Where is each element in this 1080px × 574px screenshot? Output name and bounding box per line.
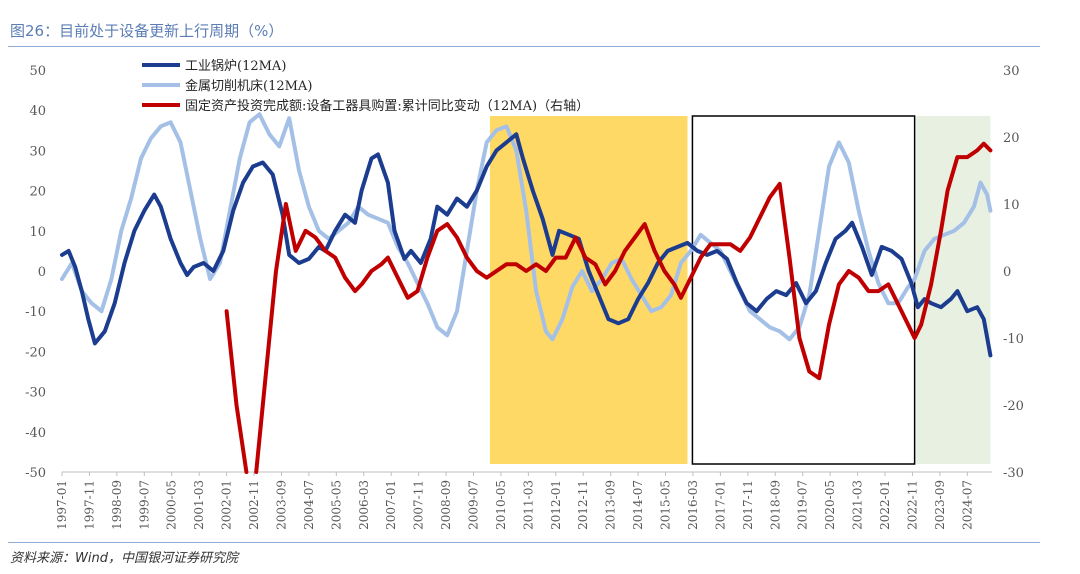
- x-tick-label: 2016-03: [686, 480, 700, 530]
- axes: 50 40 30 20 10 0 -10 -20 -30 -40 -50 30 20 10 0 -10 -20 -…: [25, 64, 1024, 530]
- x-tick-label: 2018-09: [768, 480, 782, 530]
- y-right-tick-label: -10: [1003, 332, 1024, 347]
- y-right-tick-label: -30: [1003, 466, 1024, 481]
- x-tick-label: 2007-11: [412, 480, 426, 530]
- x-tick-label: 2017-01: [713, 480, 727, 530]
- y-right-tick-label: 20: [1003, 131, 1020, 146]
- x-tick-label: 2020-05: [823, 480, 837, 530]
- x-tick-label: 2009-07: [467, 480, 481, 530]
- series-line-1-0: [60, 112, 993, 342]
- x-tick-label: 1997-11: [82, 480, 96, 530]
- x-tick-label: 2004-07: [302, 480, 316, 530]
- x-tick-label: 1998-09: [110, 480, 124, 530]
- y-left-tick-label: 0: [38, 265, 46, 280]
- series-line-2-1: [254, 141, 993, 474]
- x-tick-label: 2012-11: [576, 480, 590, 530]
- x-tick-label: 2003-09: [274, 480, 288, 530]
- y-left-tick-label: 50: [29, 64, 46, 79]
- x-tick-label: 1997-01: [55, 480, 69, 530]
- y-left-tick-label: -20: [25, 345, 46, 360]
- x-tick-label: 2006-03: [357, 480, 371, 530]
- x-tick-label: 2015-05: [659, 480, 673, 530]
- y-left-tick-label: 30: [29, 144, 46, 159]
- x-tick-label: 2002-11: [247, 480, 261, 530]
- x-tick-label: 2007-01: [384, 480, 398, 530]
- legend: 工业锅炉(12MA) 金属切削机床(12MA) 固定资产投资完成额:设备工器具购置:…: [142, 58, 589, 114]
- y-left-tick-label: -40: [25, 426, 46, 441]
- series-line-0-0: [60, 132, 993, 358]
- y-left-tick-label: -30: [25, 386, 46, 401]
- y-left-tick-label: 10: [29, 225, 46, 240]
- legend-label: 工业锅炉(12MA): [185, 58, 286, 74]
- figure-title: 图26：目前处于设备更新上行周期（%）: [10, 22, 284, 40]
- x-tick-label: 2019-07: [796, 480, 810, 530]
- y-left-tick-label: -10: [25, 305, 46, 320]
- x-tick-label: 1999-07: [137, 480, 151, 530]
- source-note: 资料来源：Wind，中国银河证券研究院: [10, 551, 238, 566]
- y-right-tick-label: -20: [1003, 399, 1024, 414]
- x-tick-label: 2002-01: [220, 480, 234, 530]
- series-line-2-0: [224, 309, 249, 474]
- x-tick-label: 2021-03: [851, 480, 865, 530]
- shaded-regions: [489, 115, 991, 465]
- legend-label: 固定资产投资完成额:设备工器具购置:累计同比变动（12MA)（右轴）: [185, 98, 589, 114]
- x-tick-label: 2022-01: [878, 480, 892, 530]
- y-left-tick-label: 40: [29, 104, 46, 119]
- y-left-tick-label: 20: [29, 185, 46, 200]
- legend-label: 金属切削机床(12MA): [185, 78, 312, 94]
- series-lines: [60, 112, 993, 474]
- x-tick-label: 2000-05: [165, 480, 179, 530]
- shaded-region-0: [489, 116, 688, 464]
- x-tick-label: 2012-01: [549, 480, 563, 530]
- x-tick-label: 2008-09: [439, 480, 453, 530]
- y-right-tick-label: 30: [1003, 64, 1020, 79]
- x-tick-label: 2024-07: [960, 480, 974, 530]
- x-tick-label: 2022-11: [905, 480, 919, 530]
- y-left-tick-label: -50: [25, 466, 46, 481]
- x-tick-label: 2023-09: [933, 480, 947, 530]
- source-divider: [8, 542, 1040, 543]
- x-tick-label: 2017-11: [741, 480, 755, 530]
- x-tick-label: 2001-03: [192, 480, 206, 530]
- x-tick-label: 2005-05: [329, 480, 343, 530]
- x-tick-label: 2014-07: [631, 480, 645, 530]
- x-tick-label: 2013-09: [604, 480, 618, 530]
- y-right-tick-label: 10: [1003, 198, 1020, 213]
- x-tick-label: 2011-03: [521, 480, 535, 530]
- x-tick-label: 2010-05: [494, 480, 508, 530]
- title-divider: [8, 46, 1040, 47]
- y-right-tick-label: 0: [1003, 265, 1011, 280]
